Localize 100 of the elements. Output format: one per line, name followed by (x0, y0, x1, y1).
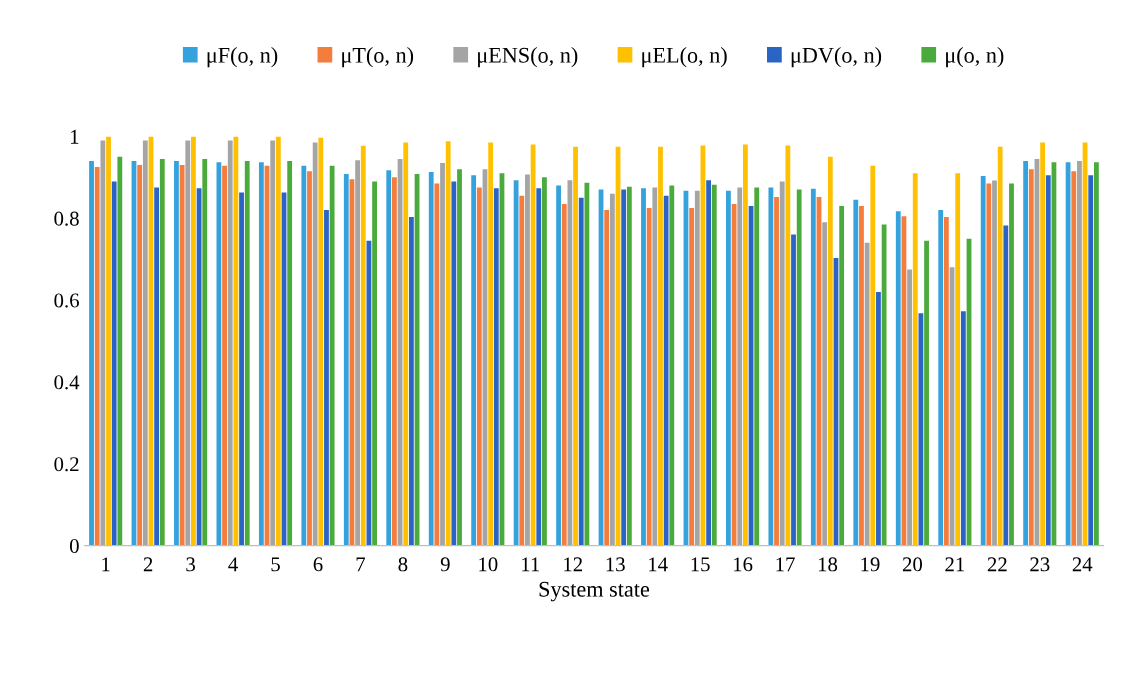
bar (392, 177, 397, 546)
bar (669, 185, 675, 546)
bar (1088, 175, 1094, 546)
bar (318, 137, 324, 546)
bar (142, 140, 148, 546)
bar (137, 165, 143, 546)
bar (1071, 171, 1077, 546)
y-tick-label: 0 (69, 538, 79, 554)
legend-label: μ(o, n) (946, 47, 1004, 68)
bar (1009, 183, 1014, 546)
bar (408, 217, 414, 546)
bar (785, 145, 791, 546)
bar (239, 192, 244, 546)
x-tick-label: 22 (987, 557, 1007, 572)
bar (658, 146, 663, 546)
legend-label: μEL(o, n) (642, 47, 727, 68)
bar (960, 311, 966, 546)
bar (307, 171, 312, 546)
x-tick-label: 24 (1072, 557, 1093, 572)
bar (440, 163, 445, 546)
y-tick-label: 1 (71, 129, 79, 144)
x-tick-label: 13 (606, 557, 625, 572)
bar (853, 199, 859, 546)
bar (711, 184, 717, 546)
bar (938, 210, 944, 546)
bar (621, 189, 627, 546)
bar (519, 195, 525, 546)
bar (301, 165, 307, 546)
bar (233, 136, 239, 546)
bar (573, 146, 578, 546)
bar (1028, 169, 1034, 546)
bar (179, 165, 185, 546)
bar (457, 169, 462, 546)
bar (525, 174, 530, 546)
x-tick-label: 15 (691, 557, 710, 572)
bar (542, 177, 547, 546)
legend-label: μF(o, n) (207, 47, 278, 68)
bar (154, 187, 160, 546)
y-tick-label: 0.4 (54, 375, 80, 390)
bar (488, 142, 494, 546)
bar (372, 181, 377, 546)
x-tick-label: 11 (522, 557, 540, 572)
bar (663, 195, 669, 546)
bar (652, 187, 658, 546)
bar (912, 173, 918, 546)
x-tick-label: 4 (228, 557, 238, 572)
bar (111, 181, 117, 546)
bar (774, 196, 779, 546)
x-tick-label: 18 (818, 557, 838, 572)
x-tick-label: 1 (102, 557, 110, 572)
bar (185, 140, 191, 546)
bar (918, 313, 924, 546)
bar (1094, 162, 1099, 546)
bar (737, 187, 743, 546)
bar (287, 160, 293, 546)
bar (881, 224, 887, 546)
bar (94, 167, 100, 546)
bar (445, 141, 451, 546)
bar (476, 187, 482, 546)
bar (324, 210, 329, 546)
bar (754, 187, 760, 546)
x-tick-label: 20 (902, 557, 923, 572)
bar (694, 190, 700, 546)
bar (117, 156, 123, 546)
bar (876, 291, 881, 546)
bar (895, 211, 901, 546)
bar (451, 181, 457, 546)
bar (1077, 160, 1082, 546)
legend-label: μT(o, n) (342, 47, 414, 68)
x-tick-label: 17 (776, 557, 795, 572)
legend-label: μENS(o, n) (478, 47, 578, 68)
bar (822, 222, 828, 546)
bar (578, 197, 584, 546)
y-tick-label: 0.2 (54, 457, 79, 472)
bar (403, 142, 409, 546)
x-tick-label: 21 (945, 557, 965, 572)
bar (641, 188, 646, 546)
x-tick-label: 16 (733, 557, 753, 572)
x-tick-label: 6 (313, 557, 323, 572)
bar (244, 160, 250, 546)
bar (106, 136, 111, 546)
bar (428, 172, 434, 546)
bar (216, 162, 222, 546)
bar (355, 160, 361, 546)
bar (986, 183, 992, 546)
bar (100, 140, 106, 546)
bar (827, 156, 833, 546)
bar (275, 136, 281, 546)
bar (791, 234, 796, 546)
bar (258, 162, 264, 546)
bar (343, 174, 349, 546)
bar (159, 158, 165, 546)
legend-label: μDV(o, n) (791, 47, 882, 68)
bar (561, 203, 567, 546)
bar (768, 187, 774, 546)
bar (907, 269, 912, 546)
bar (434, 183, 440, 546)
bar (943, 217, 949, 546)
y-tick-label: 0.6 (54, 293, 79, 308)
bar (174, 160, 179, 546)
